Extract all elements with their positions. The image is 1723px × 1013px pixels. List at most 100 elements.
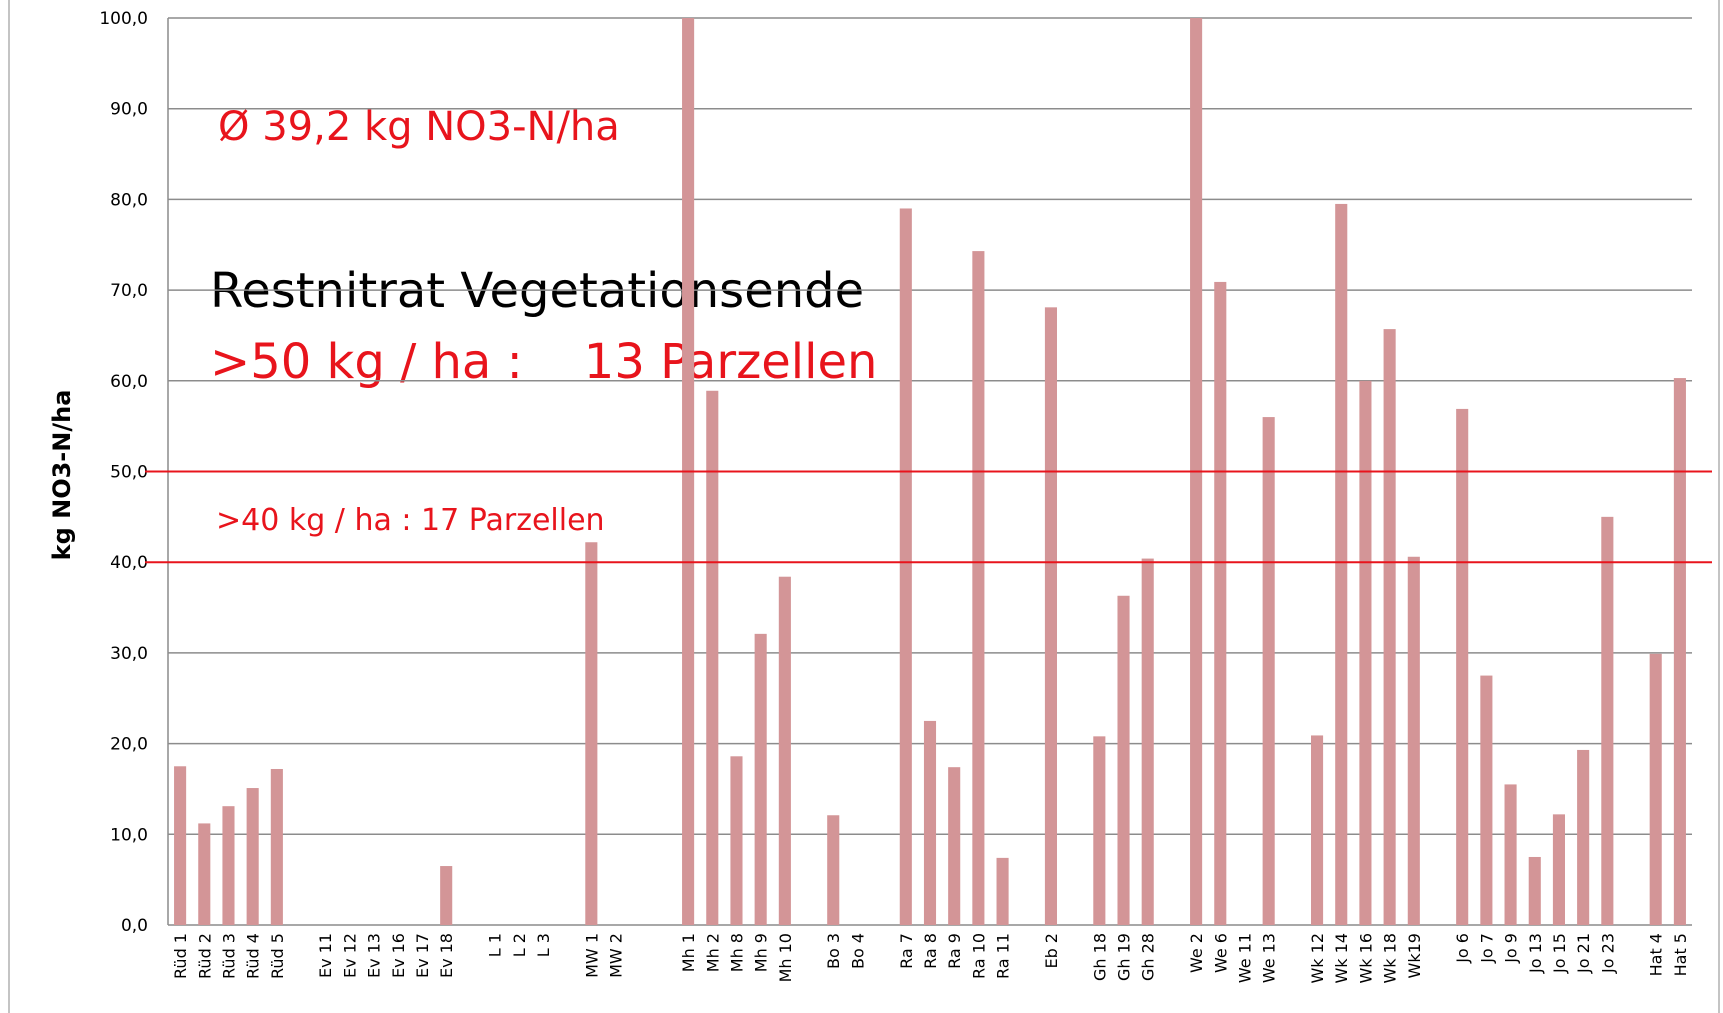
bar (1311, 735, 1324, 925)
bar (1359, 380, 1372, 925)
x-tick-label: Ev 11 (316, 933, 335, 978)
x-tick-label: Jo 15 (1550, 933, 1569, 974)
x-tick-label: L 1 (486, 933, 505, 957)
y-tick-label: 100,0 (99, 9, 148, 29)
x-tick-label: Ev 16 (389, 933, 408, 978)
bar (585, 542, 598, 925)
x-tick-label: L 2 (510, 933, 529, 957)
x-tick-label: Ra 11 (994, 933, 1013, 979)
x-tick-label: Rüd 4 (244, 933, 263, 979)
y-tick-label: 50,0 (110, 463, 148, 483)
bar (996, 857, 1009, 925)
x-tick-label: Jo 9 (1502, 933, 1521, 964)
bar (706, 390, 719, 926)
x-tick-label: Wk19 (1405, 933, 1424, 978)
y-tick-label: 60,0 (110, 372, 148, 392)
x-tick-label: Jo 6 (1453, 933, 1472, 964)
y-tick-label: 90,0 (110, 100, 148, 120)
bar (174, 766, 187, 925)
x-tick-label: Hat 4 (1647, 933, 1666, 976)
x-tick-label: We 13 (1260, 933, 1279, 983)
x-tick-label: Rüd 2 (195, 933, 214, 979)
x-tick-label: Jo 23 (1598, 933, 1617, 974)
bar (222, 806, 235, 925)
y-tick-label: 70,0 (110, 281, 148, 301)
x-tick-label: L 3 (534, 933, 553, 957)
bar (1504, 784, 1517, 925)
bar (1141, 558, 1154, 925)
x-tick-label: Rüd 3 (219, 933, 238, 979)
bar (778, 576, 791, 925)
x-tick-label: Wk 18 (1381, 933, 1400, 984)
bar (1577, 749, 1590, 925)
bar (1383, 329, 1396, 925)
bar (754, 633, 767, 925)
annotation: >40 kg / ha : 17 Parzellen (216, 503, 605, 538)
x-tick-label: MW 2 (607, 933, 626, 978)
x-tick-label: We 6 (1211, 933, 1230, 973)
bar (1601, 516, 1614, 925)
y-tick-label: 80,0 (110, 190, 148, 210)
y-tick-label: 10,0 (110, 825, 148, 845)
y-tick-label: 20,0 (110, 735, 148, 755)
x-tick-label: Jo 21 (1574, 933, 1593, 974)
bar (1214, 281, 1227, 925)
bar (1456, 408, 1469, 925)
x-tick-label: Ra 10 (969, 933, 988, 979)
annotation: Restnitrat Vegetationsende (210, 263, 864, 319)
x-tick-label: We 11 (1235, 933, 1254, 983)
x-tick-label: Mh 2 (703, 933, 722, 972)
bar (1117, 595, 1130, 925)
bar (246, 788, 259, 925)
x-tick-label: Rüd 5 (268, 933, 287, 979)
x-tick-label: Wk 14 (1332, 933, 1351, 984)
bar (270, 768, 283, 925)
bar (827, 815, 840, 925)
annotation: >50 kg / ha : 13 Parzellen (210, 334, 877, 390)
x-tick-label: Mh 10 (776, 933, 795, 982)
x-tick-label: Ev 12 (340, 933, 359, 978)
x-tick-label: Wk 12 (1308, 933, 1327, 984)
x-tick-label: Ev 17 (413, 933, 432, 978)
y-axis-label: kg NO3-N/ha (48, 390, 76, 561)
x-tick-label: Ev 18 (437, 933, 456, 978)
x-tick-label: Gh 28 (1139, 933, 1158, 981)
x-tick-label: Ra 7 (897, 933, 916, 969)
x-tick-label: Ra 9 (945, 933, 964, 969)
bar (440, 866, 453, 925)
y-tick-label: 0,0 (121, 916, 148, 936)
x-tick-label: Mh 9 (752, 933, 771, 972)
y-tick-label: 40,0 (110, 553, 148, 573)
x-tick-label: Hat 5 (1671, 933, 1690, 976)
bar (1044, 307, 1057, 925)
bar (923, 720, 937, 925)
x-tick-label: Jo 7 (1477, 933, 1496, 964)
x-tick-label: Eb 2 (1042, 933, 1061, 969)
bar (1335, 203, 1348, 925)
bar (972, 251, 985, 925)
x-tick-label: Rüd 1 (171, 933, 190, 979)
bar (948, 767, 961, 925)
bar (1552, 814, 1565, 925)
bar (730, 756, 743, 925)
bar (1093, 736, 1106, 925)
x-tick-label: Jo 13 (1526, 933, 1545, 974)
x-tick-label: Mh 1 (679, 933, 698, 972)
bar (198, 823, 211, 925)
y-tick-label: 30,0 (110, 644, 148, 664)
x-tick-label: Ev 13 (365, 933, 384, 978)
x-tick-label: Gh 18 (1090, 933, 1109, 981)
bar (1407, 556, 1420, 925)
annotation: Ø 39,2 kg NO3-N/ha (218, 104, 620, 150)
x-tick-label: Bo 4 (848, 933, 867, 969)
x-tick-label: We 2 (1187, 933, 1206, 973)
bar (1480, 675, 1493, 925)
x-tick-label: Bo 3 (824, 933, 843, 969)
x-tick-label: Wk 16 (1356, 933, 1375, 984)
x-tick-label: Gh 19 (1115, 933, 1134, 981)
bar (1262, 417, 1275, 925)
bar (1528, 856, 1541, 925)
x-tick-label: MW 1 (582, 933, 601, 978)
x-tick-label: Mh 8 (727, 933, 746, 972)
